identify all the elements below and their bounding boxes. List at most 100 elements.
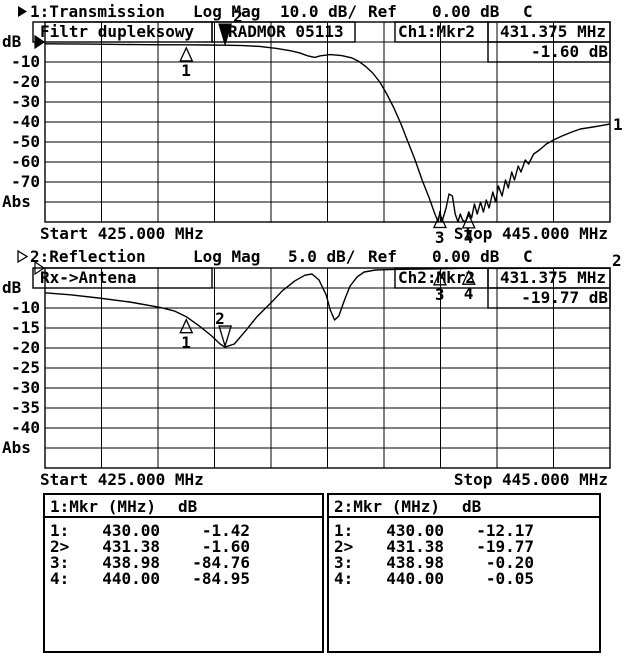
ch1-marker-3-icon [432, 212, 447, 229]
ch1-header-ref: Ref [368, 2, 397, 21]
marker-table-ch1-unit: dB [178, 497, 198, 516]
marker-table-ch2-header: 2:Mkr (MHz) dB [329, 495, 599, 518]
marker-table-row-cell: 440.00 [102, 569, 160, 588]
ch1-ref-level-arrow-icon [34, 34, 46, 50]
marker-table-row-cell: -84.76 [192, 553, 250, 572]
ch1-marker-freq: 431.375 MHz [500, 22, 606, 41]
ch2-yaxis-label: -25 [11, 358, 40, 377]
marker-table-ch2: 2:Mkr (MHz) dB 1: 430.00 -12.17 2> 431.38 -19… [327, 493, 601, 653]
ch2-header-per-div: 5.0 dB/ [288, 247, 356, 266]
ch2-marker-2-icon [218, 325, 232, 349]
marker-table-row-cell: 4: [50, 569, 70, 588]
ch1-annotation-box [487, 41, 611, 63]
marker-table-row-cell: -19.77 [476, 537, 534, 556]
ch1-header-scale: Log Mag [193, 2, 261, 21]
ch1-stop-freq: Stop 445.000 MHz [453, 224, 608, 243]
ch1-trace [44, 43, 611, 223]
marker-table-row-cell: 3: [50, 553, 70, 572]
ch2-yaxis-label: -20 [11, 338, 40, 357]
ch2-header-ref-value: 0.00 dB [432, 247, 500, 266]
ch1-marker-value: -1.60 dB [530, 42, 608, 61]
ch2-trace [44, 267, 610, 348]
marker-table-row-cell: 4: [334, 569, 354, 588]
marker-table-ch1: 1:Mkr (MHz) dB 1: 430.00 -1.42 2> 431.38 -1.6… [43, 493, 324, 653]
marker-table-row-cell: -0.05 [485, 569, 534, 588]
ch1-marker-4-icon [461, 213, 476, 229]
ch2-yaxis-label: Abs [2, 438, 31, 457]
ch1-trace-label: 1 [613, 115, 623, 134]
ch2-header-ref: Ref [368, 247, 397, 266]
ch2-title-box: Rx->Antena [40, 268, 137, 287]
ch1-yaxis-label: -20 [11, 72, 40, 91]
ch2-yaxis-label: -35 [11, 398, 40, 417]
marker-table-row-cell: 430.00 [386, 521, 444, 540]
ch1-marker-2-label: 2 [233, 7, 243, 27]
ch2-yaxis-label: dB [2, 278, 22, 297]
marker-table-row-cell: 3: [334, 553, 354, 572]
marker-table-row-cell: 2> [334, 537, 354, 556]
marker-table-row-cell: 438.98 [386, 553, 444, 572]
ch1-marker-4-label: 4 [463, 227, 474, 247]
marker-table-row-cell: -0.20 [485, 553, 534, 572]
ch1-yaxis-label: -60 [11, 152, 40, 171]
marker-table-row-cell: 431.38 [102, 537, 160, 556]
ch2-yaxis-label: -40 [11, 418, 40, 437]
ch1-marker-2-icon [218, 23, 232, 47]
ch1-yaxis-label: -50 [11, 132, 40, 151]
ch1-yaxis-label: -10 [11, 52, 40, 71]
ch1-start-freq: Start 425.000 MHz [40, 224, 204, 243]
ch1-marker-3-label: 3 [434, 227, 445, 247]
ch1-yaxis-label: -70 [11, 172, 40, 191]
ch2-marker-source: Ch2:Mkr2 [398, 268, 476, 287]
ch1-header-per-div: 10.0 dB/ [280, 2, 358, 21]
ch2-marker-value: -19.77 dB [521, 288, 608, 307]
ch2-marker-2-label: 2 [215, 309, 225, 329]
ch2-marker-3-icon [432, 270, 447, 286]
ch2-ref-level-arrow-icon [34, 260, 46, 276]
channel-2-arrow-icon [17, 249, 29, 264]
ch2-marker-4-icon [461, 269, 476, 285]
marker-table-row-cell: -12.17 [476, 521, 534, 540]
ch2-marker-1-icon [179, 318, 194, 334]
ch1-cal-indicator: C [523, 2, 533, 21]
marker-table-ch1-title: 1:Mkr (MHz) [50, 497, 156, 516]
ch1-title-box: Filtr dupleksowy [40, 22, 195, 41]
ch1-header-label: 1:Transmission [30, 2, 165, 21]
ch2-annotation-box [32, 267, 213, 289]
marker-table-row-cell: 1: [50, 521, 70, 540]
channel-1-active-arrow-icon [18, 6, 27, 17]
ch1-header-ref-value: 0.00 dB [432, 2, 500, 21]
marker-table-row-cell: -1.60 [201, 537, 250, 556]
ch2-yaxis-label: -30 [11, 378, 40, 397]
ch2-marker-freq: 431.375 MHz [500, 268, 606, 287]
ch1-yaxis-label: -40 [11, 112, 40, 131]
marker-table-row-cell: 431.38 [386, 537, 444, 556]
ch1-marker-source: Ch1:Mkr2 [398, 22, 476, 41]
ch2-stop-freq: Stop 445.000 MHz [453, 470, 608, 489]
ch2-yaxis-label: -10 [11, 298, 40, 317]
marker-table-row-cell: -1.42 [201, 521, 250, 540]
marker-table-row-cell: -84.95 [192, 569, 250, 588]
ch2-marker-3-label: 3 [434, 284, 445, 304]
ch2-cal-indicator: C [523, 247, 533, 266]
ch1-annotation-box [211, 21, 356, 43]
ch1-yaxis-label: -30 [11, 92, 40, 111]
marker-table-ch1-header: 1:Mkr (MHz) dB [45, 495, 322, 518]
marker-table-row-cell: 2> [50, 537, 70, 556]
ch2-trace-label: 2 [612, 251, 622, 270]
marker-table-ch2-unit: dB [462, 497, 482, 516]
ch2-marker-4-label: 4 [463, 284, 474, 304]
ch2-yaxis-label: -15 [11, 318, 40, 337]
marker-table-row-cell: 430.00 [102, 521, 160, 540]
ch1-yaxis-label: Abs [2, 192, 31, 211]
marker-table-row-cell: 1: [334, 521, 354, 540]
ch2-start-freq: Start 425.000 MHz [40, 470, 204, 489]
ch2-header-scale: Log Mag [193, 247, 261, 266]
ch2-annotation-box [487, 287, 611, 309]
ch1-marker-1-icon [179, 46, 194, 62]
marker-table-ch2-title: 2:Mkr (MHz) [334, 497, 440, 516]
ch1-subtitle-box: RADMOR 05113 [228, 22, 344, 41]
marker-table-row-cell: 438.98 [102, 553, 160, 572]
